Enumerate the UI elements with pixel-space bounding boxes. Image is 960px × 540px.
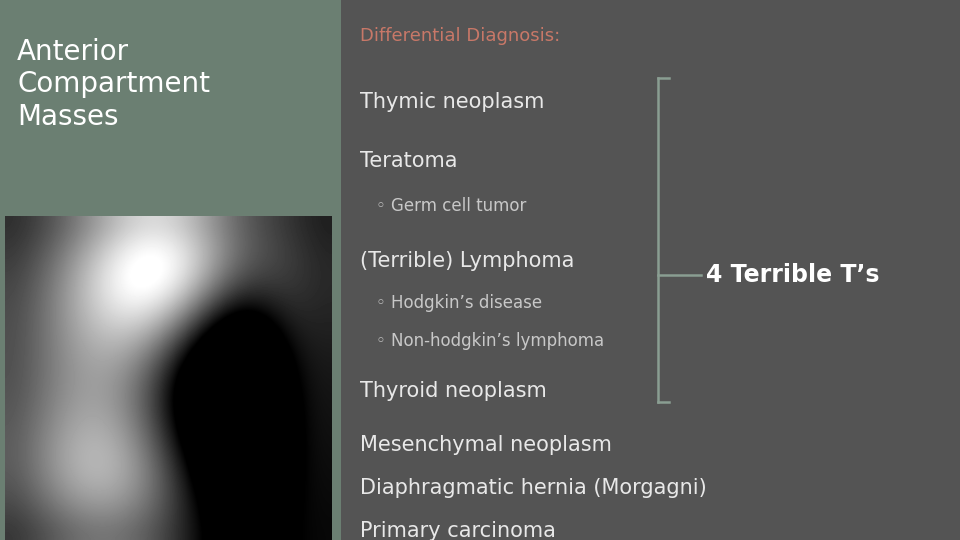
Text: Teratoma: Teratoma <box>360 151 458 171</box>
Text: ◦ Germ cell tumor: ◦ Germ cell tumor <box>376 197 527 215</box>
Text: ◦ Non-hodgkin’s lymphoma: ◦ Non-hodgkin’s lymphoma <box>376 332 605 350</box>
Text: Thyroid neoplasm: Thyroid neoplasm <box>360 381 547 401</box>
Bar <box>0 0 341 540</box>
Text: (Terrible) Lymphoma: (Terrible) Lymphoma <box>360 251 574 271</box>
Text: Differential Diagnosis:: Differential Diagnosis: <box>360 27 561 45</box>
Text: ◦ Hodgkin’s disease: ◦ Hodgkin’s disease <box>376 294 542 312</box>
Text: Diaphragmatic hernia (Morgagni): Diaphragmatic hernia (Morgagni) <box>360 478 707 498</box>
Text: Mesenchymal neoplasm: Mesenchymal neoplasm <box>360 435 612 455</box>
Text: Thymic neoplasm: Thymic neoplasm <box>360 92 544 112</box>
Text: Anterior
Compartment
Masses: Anterior Compartment Masses <box>17 38 210 131</box>
Text: Primary carcinoma: Primary carcinoma <box>360 521 556 540</box>
Text: 4 Terrible T’s: 4 Terrible T’s <box>706 264 879 287</box>
